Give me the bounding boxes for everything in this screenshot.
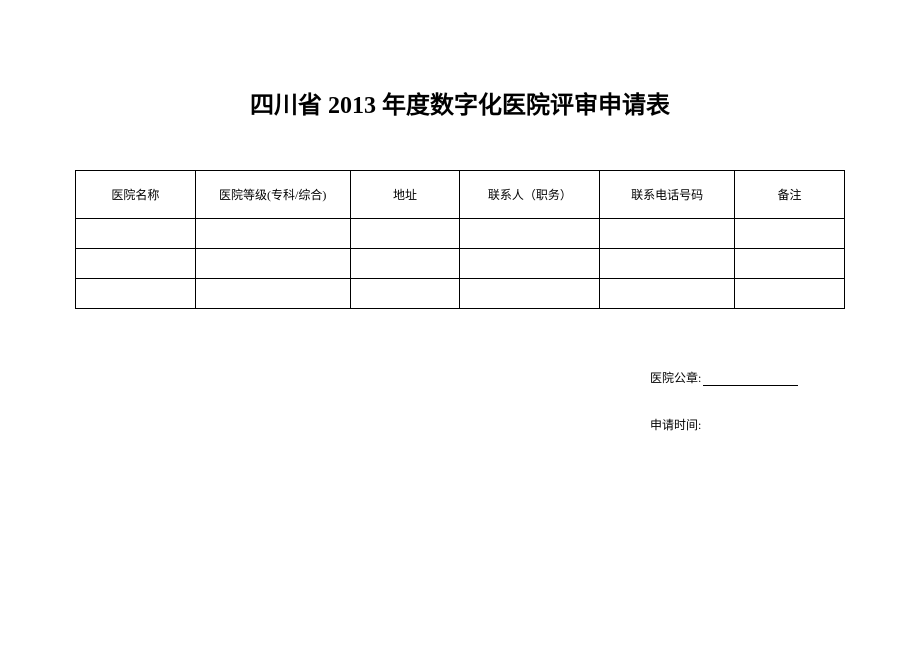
column-header-address: 地址 [350,171,460,219]
table-cell [460,279,600,309]
column-header-notes: 备注 [735,171,845,219]
time-line: 申请时间: [650,416,845,433]
seal-label: 医院公章: [650,371,701,385]
table-row [76,219,845,249]
table-cell [195,279,350,309]
column-header-contact: 联系人（职务） [460,171,600,219]
column-header-hospital-level: 医院等级(专科/综合) [195,171,350,219]
table-cell [76,279,196,309]
table-cell [735,279,845,309]
table-cell [195,249,350,279]
seal-underline [703,385,798,386]
table-cell [600,279,735,309]
document-container: 四川省 2013 年度数字化医院评审申请表 医院名称 医院等级(专科/综合) 地… [0,0,920,433]
table-cell [600,249,735,279]
table-header-row: 医院名称 医院等级(专科/综合) 地址 联系人（职务） 联系电话号码 备注 [76,171,845,219]
table-cell [460,219,600,249]
table-row [76,279,845,309]
column-header-hospital-name: 医院名称 [76,171,196,219]
table-cell [76,219,196,249]
footer-section: 医院公章: 申请时间: [75,369,845,433]
column-header-phone: 联系电话号码 [600,171,735,219]
time-label: 申请时间: [650,418,701,432]
table-cell [350,219,460,249]
table-cell [350,279,460,309]
table-cell [76,249,196,279]
seal-line: 医院公章: [650,369,845,386]
table-cell [350,249,460,279]
table-cell [600,219,735,249]
table-row [76,249,845,279]
table-cell [735,249,845,279]
table-cell [735,219,845,249]
page-title: 四川省 2013 年度数字化医院评审申请表 [75,85,845,120]
application-table: 医院名称 医院等级(专科/综合) 地址 联系人（职务） 联系电话号码 备注 [75,170,845,309]
table-cell [195,219,350,249]
table-cell [460,249,600,279]
